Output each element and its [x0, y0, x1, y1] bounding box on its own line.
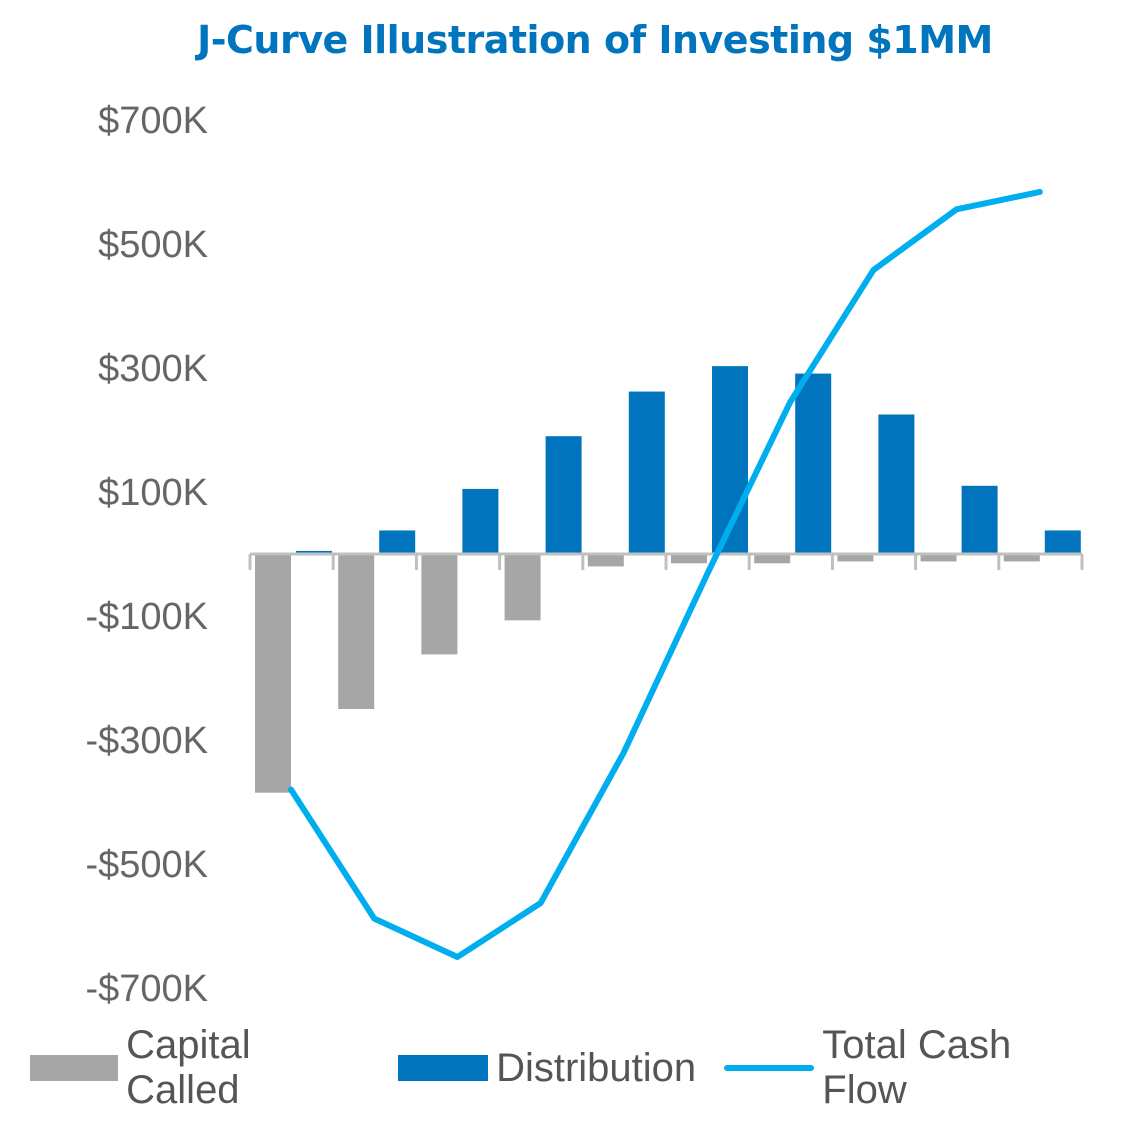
- x-axis-ticks: [248, 554, 1084, 570]
- legend-label-total-cash-flow: Total Cash Flow: [822, 1023, 1012, 1112]
- capital-called-bar: [920, 554, 957, 562]
- capital-called-bar: [837, 554, 874, 562]
- legend-label-capital-called: Capital Called: [126, 1023, 251, 1112]
- chart-title: J-Curve Illustration of Investing $1MM: [197, 18, 993, 62]
- legend-swatch-capital-called: [30, 1055, 119, 1081]
- distribution-bar: [1044, 530, 1081, 554]
- capital-called-bars: [255, 554, 1040, 793]
- total-cash-flow-line-group: [288, 188, 1043, 960]
- legend-label-distribution: Distribution: [496, 1045, 697, 1090]
- y-tick-label: $100K: [98, 472, 208, 514]
- legend-swatch-total-cash-flow: [724, 1065, 815, 1071]
- distribution-bar: [462, 488, 499, 554]
- capital-called-bar: [1003, 554, 1040, 562]
- legend-swatch-distribution: [398, 1055, 489, 1081]
- capital-called-bar: [421, 554, 458, 655]
- distribution-bar: [628, 391, 665, 554]
- capital-called-bar: [255, 554, 291, 793]
- y-tick-label: -$300K: [85, 720, 208, 762]
- y-tick-label: -$100K: [85, 596, 208, 638]
- legend-item-distribution: Distribution: [398, 1046, 696, 1091]
- y-tick-label: -$500K: [85, 844, 208, 886]
- capital-called-bar: [754, 554, 791, 564]
- distribution-bar: [379, 530, 416, 554]
- distribution-bar: [795, 373, 832, 554]
- capital-called-bar: [338, 554, 375, 709]
- legend: Capital Called Distribution Total Cash F…: [30, 1023, 1129, 1112]
- capital-called-bar: [671, 554, 707, 564]
- distribution-bar: [296, 550, 332, 554]
- y-tick-label: $700K: [98, 100, 208, 142]
- y-axis-labels: $700K $500K $300K $100K -$100K -$300K -$500K -$…: [85, 100, 208, 1010]
- legend-item-total-cash-flow: Total Cash Flow: [724, 1023, 1101, 1113]
- capital-called-bar: [587, 554, 624, 567]
- y-tick-label: $300K: [98, 348, 208, 390]
- capital-called-bar: [504, 554, 541, 621]
- y-tick-label: -$700K: [85, 968, 208, 1010]
- legend-item-capital-called: Capital Called: [30, 1023, 370, 1113]
- distribution-bars: [296, 366, 1081, 554]
- total-cash-flow-line: [288, 188, 1043, 960]
- distribution-bar: [878, 414, 915, 554]
- y-tick-label: $500K: [98, 224, 208, 266]
- distribution-bar: [961, 485, 998, 554]
- distribution-bar: [545, 436, 582, 554]
